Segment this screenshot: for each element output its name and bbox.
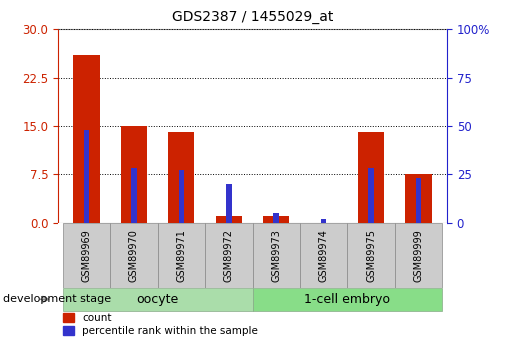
Bar: [121, 126, 147, 223]
Text: GSM89970: GSM89970: [129, 229, 139, 282]
Bar: [263, 216, 289, 223]
Bar: [179, 170, 184, 223]
Text: oocyte: oocyte: [136, 293, 179, 306]
Bar: [416, 178, 421, 223]
Text: development stage: development stage: [3, 294, 111, 304]
Bar: [321, 219, 326, 223]
Text: 1-cell embryo: 1-cell embryo: [305, 293, 390, 306]
Bar: [63, 223, 110, 288]
Legend: count, percentile rank within the sample: count, percentile rank within the sample: [63, 313, 258, 336]
Bar: [252, 223, 300, 288]
Bar: [347, 223, 395, 288]
Bar: [358, 132, 384, 223]
Text: GSM89972: GSM89972: [224, 229, 234, 282]
Bar: [406, 174, 431, 223]
Text: GSM89999: GSM89999: [414, 229, 424, 282]
Bar: [84, 130, 89, 223]
Bar: [74, 55, 99, 223]
Bar: [273, 213, 279, 223]
Text: GSM89973: GSM89973: [271, 229, 281, 282]
Text: GSM89974: GSM89974: [319, 229, 329, 282]
Bar: [300, 223, 347, 288]
Bar: [205, 223, 252, 288]
Bar: [252, 288, 442, 310]
Bar: [216, 216, 242, 223]
Bar: [158, 223, 205, 288]
Text: GSM89975: GSM89975: [366, 229, 376, 282]
Bar: [131, 168, 137, 223]
Bar: [63, 288, 252, 310]
Bar: [110, 223, 158, 288]
Text: GSM89969: GSM89969: [81, 229, 91, 282]
Bar: [168, 132, 194, 223]
Text: GDS2387 / 1455029_at: GDS2387 / 1455029_at: [172, 10, 333, 24]
Bar: [395, 223, 442, 288]
Text: GSM89971: GSM89971: [176, 229, 186, 282]
Bar: [226, 184, 232, 223]
Bar: [368, 168, 374, 223]
